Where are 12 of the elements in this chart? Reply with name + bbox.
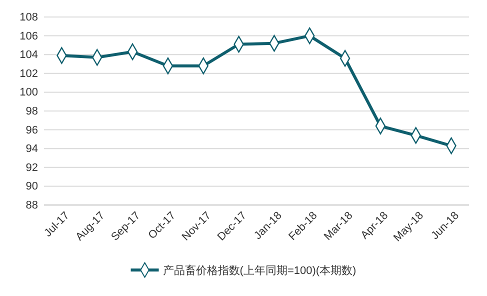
y-tick-label: 92 bbox=[26, 162, 38, 174]
y-tick-label: 102 bbox=[20, 68, 38, 80]
y-tick-label: 90 bbox=[26, 180, 38, 193]
y-tick-label: 98 bbox=[26, 106, 38, 118]
y-tick-label: 94 bbox=[26, 143, 38, 156]
y-tick-label: 108 bbox=[20, 12, 38, 24]
legend-label: 产品畜价格指数(上年同期=100)(本期数) bbox=[162, 264, 356, 277]
y-tick-label: 104 bbox=[20, 49, 38, 62]
y-tick-label: 96 bbox=[26, 124, 38, 136]
y-tick-label: 88 bbox=[26, 200, 38, 212]
y-tick-label: 100 bbox=[20, 86, 38, 99]
y-tick-label: 106 bbox=[20, 30, 38, 42]
